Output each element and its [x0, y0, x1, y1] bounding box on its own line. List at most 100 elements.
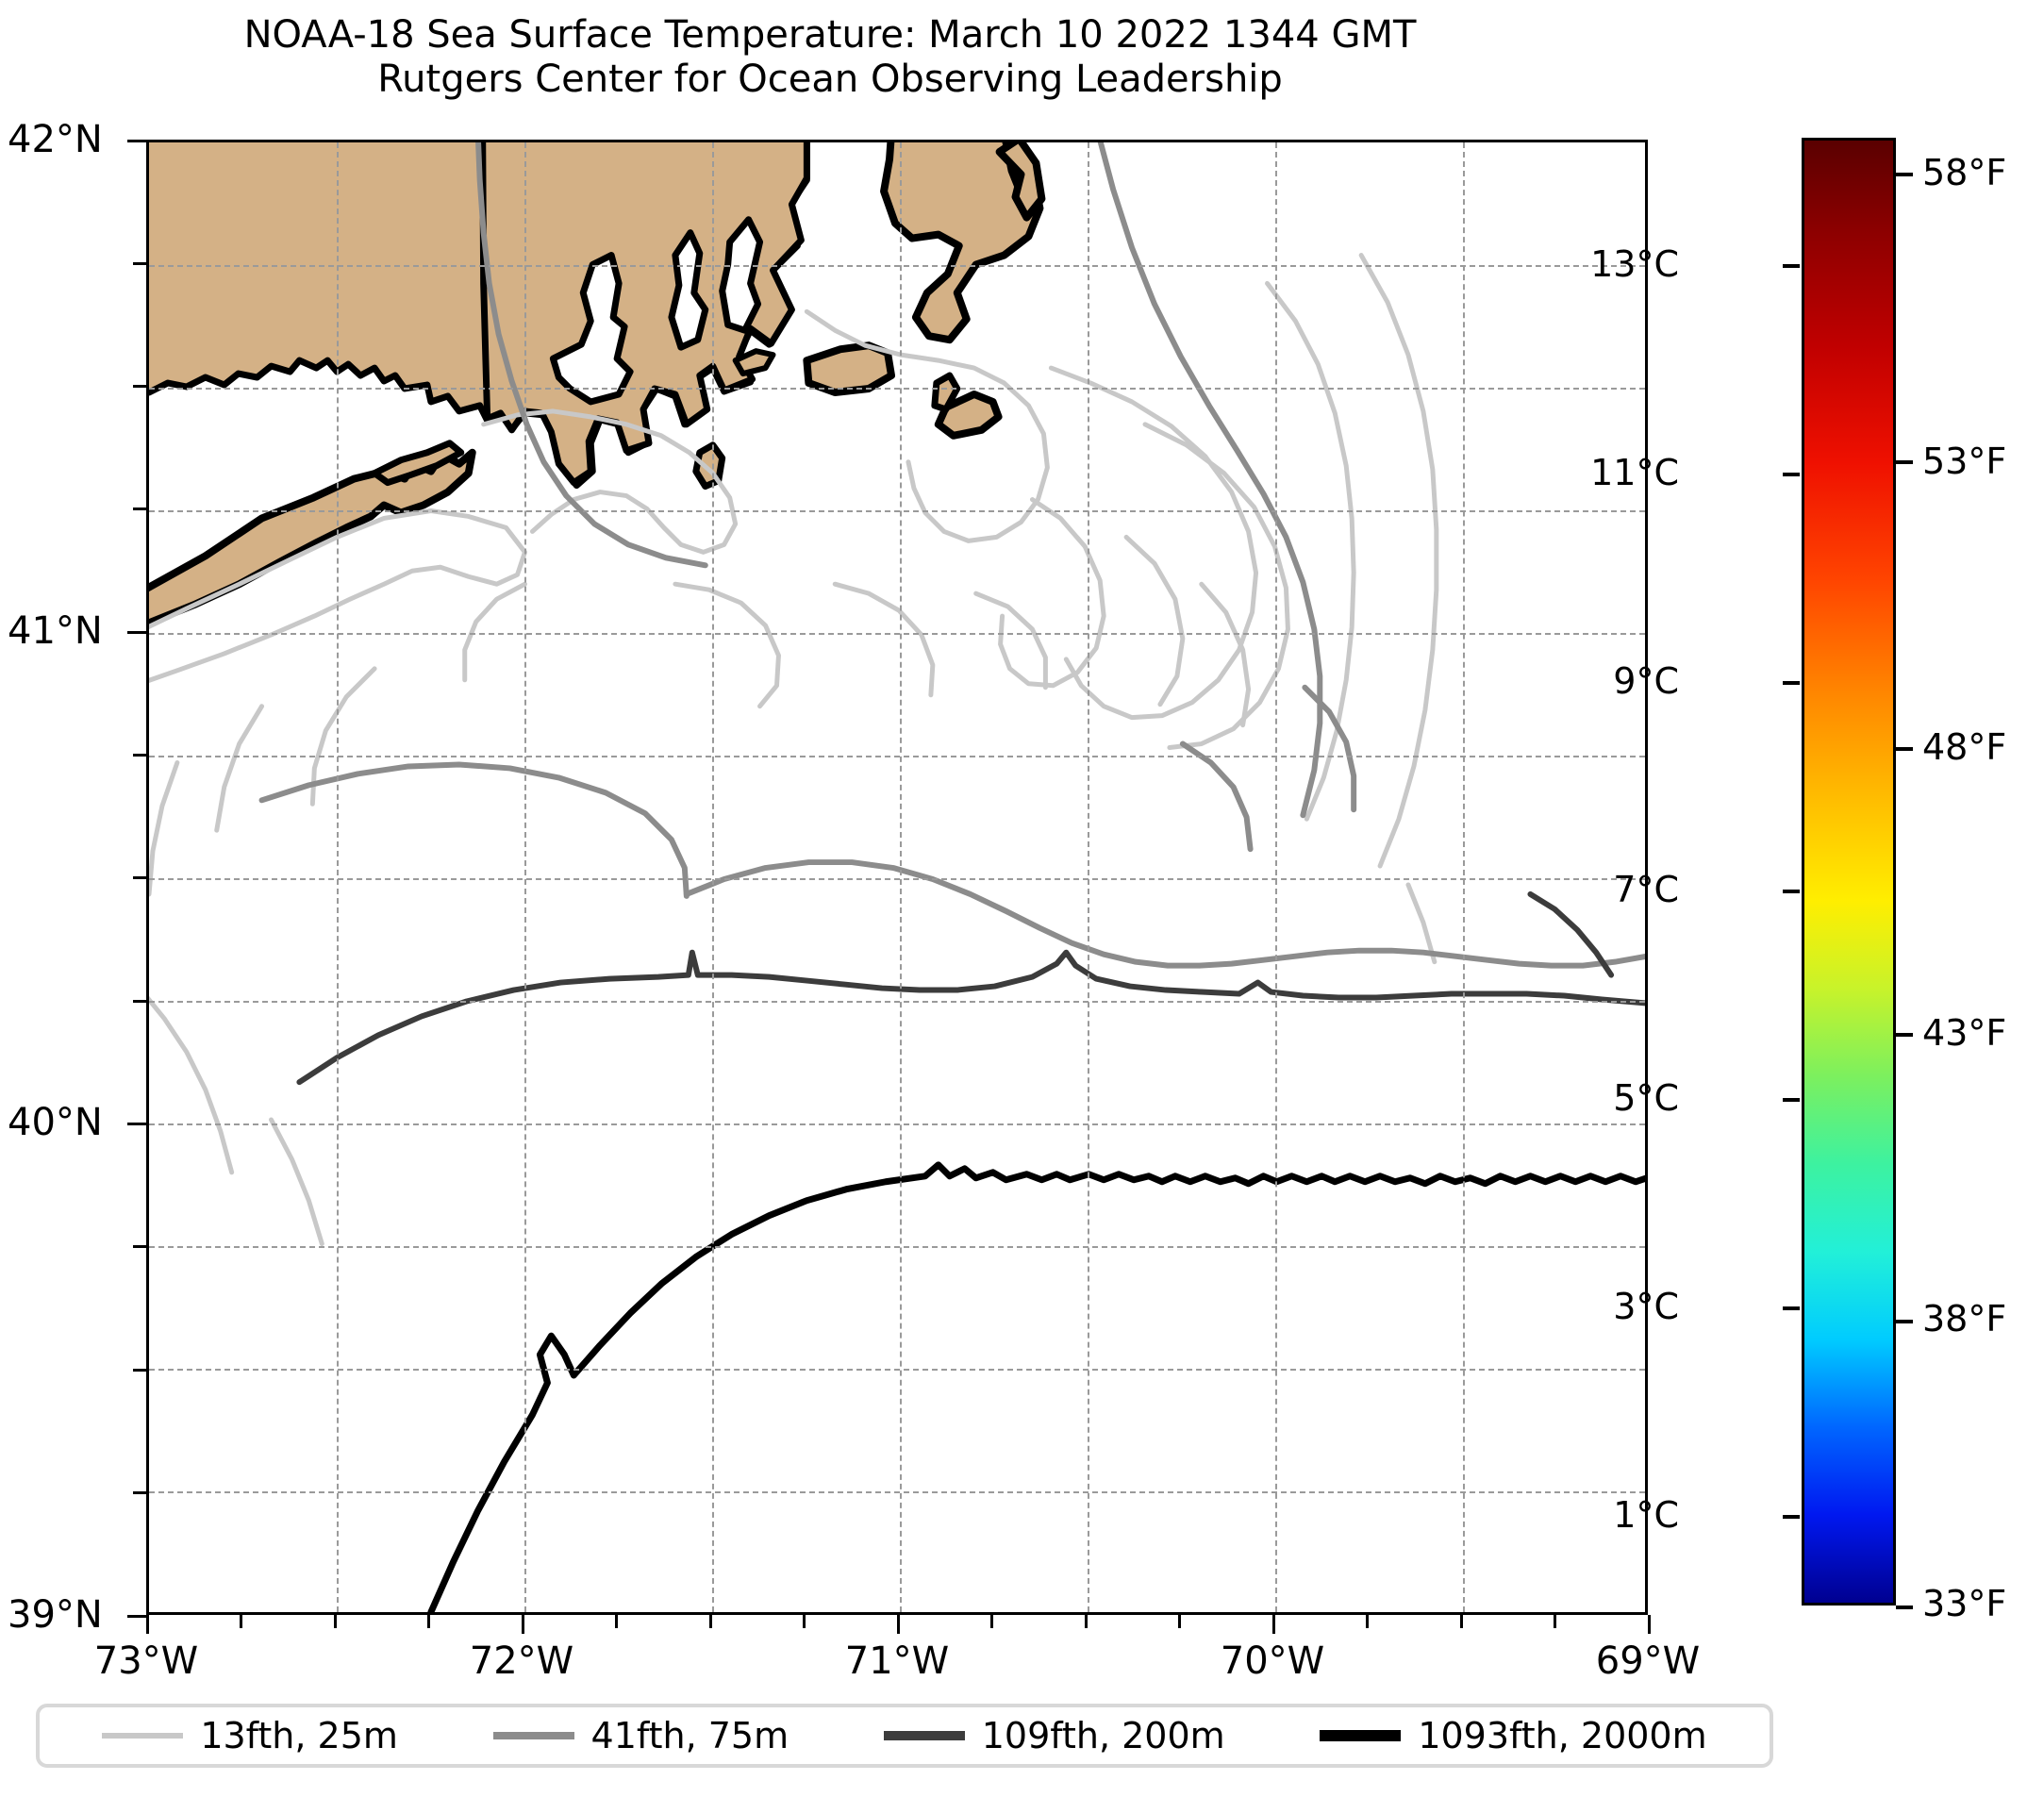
ytick-minor-3 [133, 507, 146, 510]
xtick-label-73w: 73°W [93, 1639, 199, 1683]
cbtick-3c [1783, 1306, 1800, 1310]
ytick-label-42n: 42°N [8, 118, 103, 161]
gridline-v-6 [1275, 142, 1277, 1612]
cblabel-43f: 43°F [1922, 1012, 2007, 1054]
cbtick-43f [1896, 1033, 1913, 1038]
cblabel-38f: 38°F [1922, 1298, 2007, 1339]
legend-label-25m: 13fth, 25m [200, 1715, 398, 1756]
cbtick-38f [1896, 1319, 1913, 1323]
water-buzzards-bay [719, 216, 764, 334]
cbtick-13c [1783, 263, 1800, 268]
land-north-fork [371, 440, 465, 487]
xtick-minor-12 [1554, 1615, 1556, 1628]
gridline-h-5 [149, 756, 1645, 757]
cbtick-1c [1783, 1514, 1800, 1519]
title-line-1: NOAA-18 Sea Surface Temperature: March 1… [243, 13, 1417, 57]
gridline-h-9 [149, 1246, 1645, 1248]
cblabel-13c: 13°C [1590, 243, 1679, 285]
ytick-minor-7 [133, 1245, 146, 1248]
legend-item-200m[interactable]: 109fth, 200m [883, 1715, 1225, 1756]
ytick-40n [127, 1123, 146, 1125]
cbtick-11c [1783, 472, 1800, 476]
legend-line-25m [102, 1733, 184, 1739]
cblabel-5c: 5°C [1613, 1077, 1679, 1119]
cblabel-33f: 33°F [1922, 1583, 2007, 1624]
ytick-minor-8 [133, 1369, 146, 1372]
xtick-minor-8 [1085, 1615, 1088, 1628]
gridline-v-7 [1463, 142, 1465, 1612]
gridline-h-7 [149, 1001, 1645, 1003]
water-long-island-sound [549, 252, 634, 406]
legend-item-2000m[interactable]: 1093fth, 2000m [1320, 1715, 1707, 1756]
xtick-minor-1 [240, 1615, 242, 1628]
xtick-minor-9 [1178, 1615, 1181, 1628]
legend-item-75m[interactable]: 41fth, 75m [492, 1715, 789, 1756]
cbtick-5c [1783, 1097, 1800, 1102]
land-provincetown-hook [995, 142, 1046, 222]
legend-line-200m [883, 1731, 965, 1740]
cblabel-3c: 3°C [1613, 1286, 1679, 1327]
xtick-70w [1272, 1615, 1275, 1634]
colorbar-gradient [1802, 138, 1896, 1606]
cbtick-7c [1783, 889, 1800, 893]
gridline-v-1 [337, 142, 339, 1612]
xtick-73w [146, 1615, 149, 1634]
ytick-label-39n: 39°N [8, 1593, 103, 1637]
legend-label-200m: 109fth, 200m [981, 1715, 1225, 1756]
colorbar[interactable] [1783, 138, 1913, 1609]
xtick-minor-11 [1460, 1615, 1463, 1628]
legend-line-2000m [1320, 1730, 1402, 1741]
gridline-v-4 [900, 142, 902, 1612]
title-line-2: Rutgers Center for Ocean Observing Leade… [377, 58, 1283, 102]
water-narragansett-bay [668, 229, 709, 351]
gridline-h-4 [149, 633, 1645, 635]
ytick-label-41n: 41°N [8, 609, 103, 653]
cbtick-9c [1783, 680, 1800, 685]
map-plot-area[interactable] [146, 140, 1648, 1615]
ytick-minor-4 [133, 754, 146, 757]
cbtick-58f [1896, 173, 1913, 177]
gridline-h-1 [149, 265, 1645, 267]
gridline-v-2 [524, 142, 526, 1612]
xtick-72w [522, 1615, 524, 1634]
land-marthas-vineyard [803, 341, 896, 396]
bathymetry-legend[interactable]: 13fth, 25m 41fth, 75m 109fth, 200m 1093f… [36, 1704, 1773, 1768]
ytick-41n [127, 631, 146, 634]
ytick-minor-2 [133, 385, 146, 388]
legend-line-75m [492, 1732, 574, 1739]
ytick-39n [127, 1615, 146, 1618]
map-graphic [149, 142, 1645, 1612]
xtick-label-71w: 71°W [844, 1639, 950, 1683]
gridline-h-2 [149, 388, 1645, 390]
xtick-minor-6 [803, 1615, 806, 1628]
land-nantucket-spit [931, 372, 961, 413]
xtick-label-69w: 69°W [1595, 1639, 1701, 1683]
land-nantucket [934, 390, 1003, 440]
cblabel-7c: 7°C [1613, 869, 1679, 910]
gridline-h-10 [149, 1369, 1645, 1371]
legend-item-25m[interactable]: 13fth, 25m [102, 1715, 398, 1756]
bathymetry-200m [296, 890, 1645, 1086]
xtick-minor-3 [427, 1615, 430, 1628]
ytick-minor-5 [133, 876, 146, 879]
xtick-label-72w: 72°W [469, 1639, 574, 1683]
land-long-island [149, 448, 476, 627]
cblabel-53f: 53°F [1922, 441, 2007, 482]
bathymetry-2000m [427, 1161, 1645, 1612]
xtick-minor-5 [709, 1615, 712, 1628]
cbtick-48f [1896, 746, 1913, 751]
xtick-minor-2 [334, 1615, 337, 1628]
legend-label-2000m: 1093fth, 2000m [1418, 1715, 1707, 1756]
cblabel-11c: 11°C [1590, 452, 1679, 493]
cblabel-9c: 9°C [1613, 660, 1679, 702]
gridline-h-3 [149, 510, 1645, 512]
ytick-label-40n: 40°N [8, 1101, 103, 1144]
cbtick-53f [1896, 460, 1913, 465]
ytick-42n [127, 140, 146, 142]
xtick-label-70w: 70°W [1220, 1639, 1325, 1683]
gridline-v-3 [712, 142, 714, 1612]
xtick-69w [1648, 1615, 1651, 1634]
xtick-minor-4 [615, 1615, 618, 1628]
cbtick-33f [1896, 1606, 1913, 1609]
xtick-71w [897, 1615, 900, 1634]
